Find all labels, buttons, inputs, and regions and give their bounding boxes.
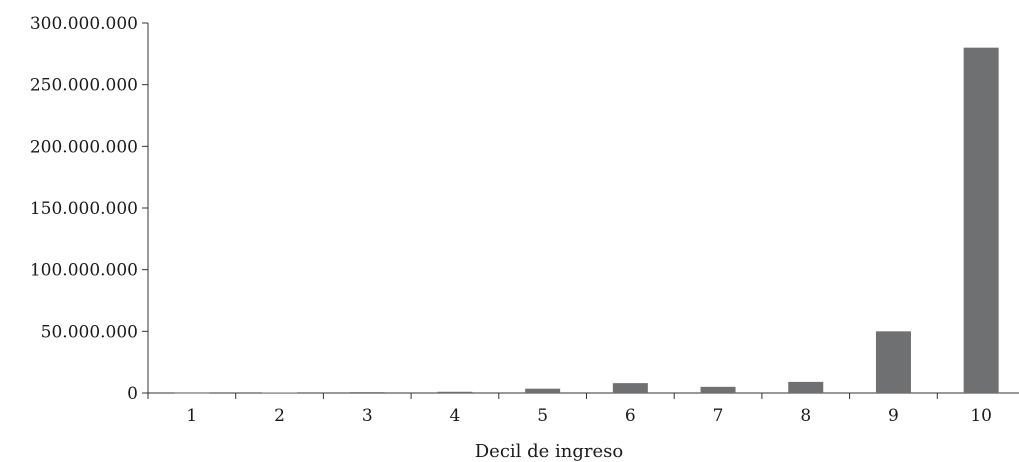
bar-decil-4 [437, 391, 473, 393]
y-tick-label: 200.000.000 [30, 137, 138, 157]
bar-decil-5 [525, 388, 561, 393]
x-tick-label: 3 [362, 406, 373, 426]
y-tick-label: 100.000.000 [30, 261, 138, 281]
x-tick-label: 9 [888, 406, 899, 426]
x-tick-label: 2 [274, 406, 285, 426]
x-tick-label: 4 [450, 406, 461, 426]
bar-decil-10 [963, 47, 999, 394]
y-axis: 0 50.000.000 100.000.000 150.000.000 200.000… [30, 14, 149, 404]
x-tick-label: 10 [970, 406, 992, 426]
bar-decil-1 [174, 392, 210, 394]
bar-decil-3 [349, 392, 385, 393]
bar-decil-7 [700, 386, 736, 393]
x-axis-title: Decil de ingreso [475, 441, 624, 462]
bar-decil-2 [262, 392, 298, 394]
bar-decil-8 [788, 381, 824, 393]
y-tick-label: 50.000.000 [41, 322, 138, 342]
y-tick-label: 300.000.000 [30, 14, 138, 34]
x-tick-label: 5 [537, 406, 548, 426]
x-tick-label: 6 [625, 406, 636, 426]
x-tick-label: 1 [186, 406, 197, 426]
y-tick-label: 0 [127, 384, 138, 404]
x-tick-label: 7 [713, 406, 724, 426]
x-tick-label: 8 [800, 406, 811, 426]
bars [174, 47, 999, 394]
x-axis: 1 2 3 4 5 6 7 8 9 10 [147, 392, 1019, 426]
bar-decil-9 [875, 331, 911, 393]
bar-decil-6 [612, 383, 648, 393]
y-tick-label: 250.000.000 [30, 76, 138, 96]
y-tick-label: 150.000.000 [30, 199, 138, 219]
